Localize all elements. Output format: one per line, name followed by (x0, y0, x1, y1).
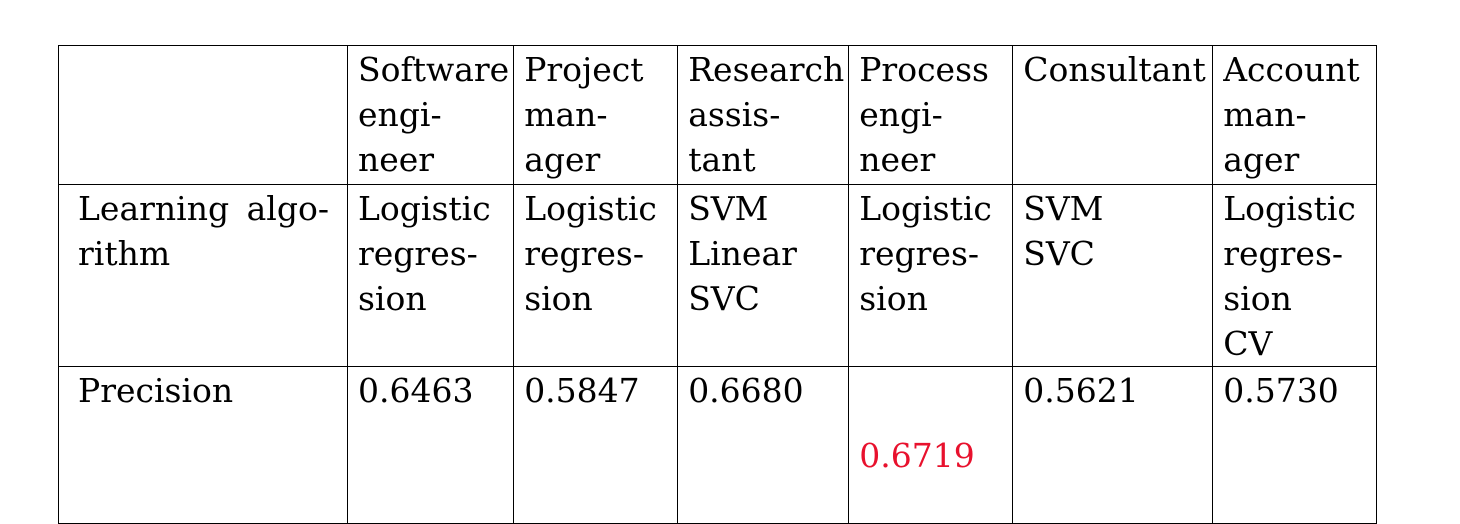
page: { "table": { "header_cells": [ "", "Soft… (58, 45, 1378, 524)
algorithm-label-word2: algo- (246, 189, 329, 228)
precision-process-engineer-cell: 0.6719 (848, 366, 1014, 524)
header-research-assistant: Research assis- tant (677, 45, 850, 185)
header-account-manager: Account man- ager (1212, 45, 1378, 185)
precision-process-engineer-highlighted: 0.6719 (859, 436, 975, 475)
algorithm-software-engineer: Logistic regres- sion (346, 184, 515, 367)
precision-account-manager: 0.5730 (1212, 366, 1378, 524)
header-process-engineer: Process engi- neer (848, 45, 1014, 185)
algorithm-project-manager: Logistic regres- sion (513, 184, 679, 367)
header-row: Software engi- neer Project man- ager Re… (58, 45, 1378, 185)
precision-project-manager: 0.5847 (513, 366, 679, 524)
empty-corner-cell (58, 45, 348, 185)
precision-row-label: Precision (58, 366, 348, 524)
algorithm-research-assistant: SVM Linear SVC (677, 184, 850, 367)
header-project-manager: Project man- ager (513, 45, 679, 185)
algorithm-label-line2: rithm (78, 234, 171, 273)
algorithm-row-label: Learning algo- rithm (58, 184, 348, 367)
results-table: Software engi- neer Project man- ager Re… (58, 45, 1378, 524)
algorithm-consultant: SVM SVC (1012, 184, 1214, 367)
algorithm-label-word1: Learning (78, 189, 230, 228)
header-software-engineer: Software engi- neer (346, 45, 515, 185)
precision-consultant: 0.5621 (1012, 366, 1214, 524)
precision-row: Precision 0.6463 0.5847 0.6680 0.6719 0.… (58, 366, 1378, 524)
algorithm-account-manager: Logistic regres- sion CV (1212, 184, 1378, 367)
algorithm-row: Learning algo- rithm Logistic regres- si… (58, 184, 1378, 367)
precision-software-engineer: 0.6463 (346, 366, 515, 524)
algorithm-label-line1: Learning algo- (78, 186, 343, 231)
precision-research-assistant: 0.6680 (677, 366, 850, 524)
algorithm-process-engineer: Logistic regres- sion (848, 184, 1014, 367)
header-consultant: Consultant (1012, 45, 1214, 185)
